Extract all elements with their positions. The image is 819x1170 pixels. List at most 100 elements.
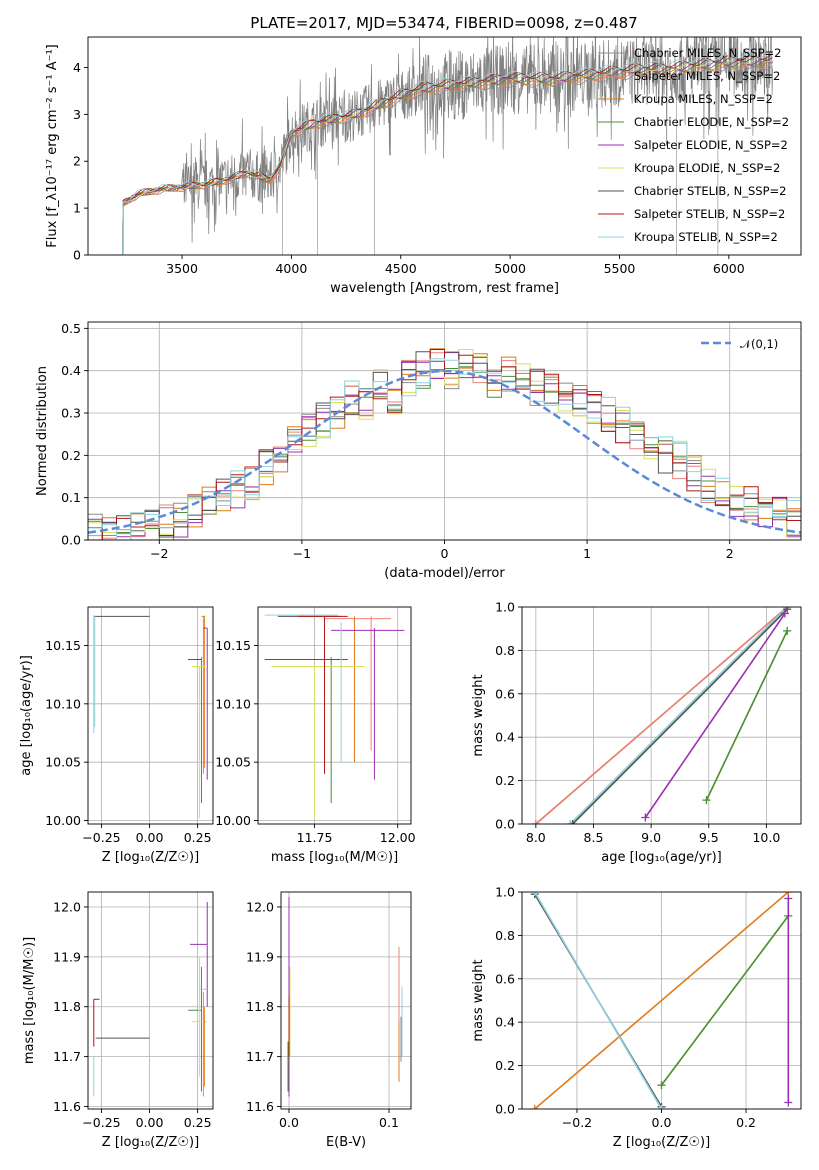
weight_vs_age-y-tick-label: 0.4 <box>495 730 515 745</box>
spectrum-y-tick-label: 3 <box>73 107 81 122</box>
gauss-legend-label: 𝒩(0,1) <box>740 337 778 351</box>
weight_vs_age-series-line <box>705 630 788 801</box>
age_vs_mass-area <box>258 607 411 824</box>
age_vs_Z-y-tick-label: 10.15 <box>45 638 81 653</box>
mass_vs_EBV-plot <box>277 891 412 1113</box>
age_vs_Z-y-axis-label: age [log₁₀(age/yr)] <box>19 655 34 776</box>
legend-entry: Salpeter ELODIE, N_SSP=2 <box>634 138 788 152</box>
weight_vs_Z-y-tick-label: 0.8 <box>495 928 515 943</box>
weight_vs_age-point-marker <box>566 820 575 824</box>
residuals-y-tick-label: 0.5 <box>61 321 81 336</box>
weight_vs_Z-y-tick-label: 0.6 <box>495 971 515 986</box>
weight_vs_Z-series-line <box>534 892 789 1109</box>
mass_vs_Z-y-tick-label: 11.9 <box>53 949 81 964</box>
weight_vs_age-x-tick-label: 10.0 <box>752 830 780 845</box>
weight_vs_age-plot <box>518 606 802 828</box>
mass_vs_Z-frame <box>87 891 214 1110</box>
weight_vs_age-point-marker <box>702 796 711 805</box>
mass_vs_EBV-y-tick-label: 11.8 <box>246 999 274 1014</box>
weight_vs_Z-point-marker <box>784 1098 793 1107</box>
weight_vs_Z-y-tick-label: 0.2 <box>495 1058 515 1073</box>
legend-entry: Kroupa MILES, N_SSP=2 <box>634 92 773 106</box>
weight_vs_Z-x-tick-label: −0.2 <box>562 1115 592 1130</box>
gaussian-curve <box>88 369 801 534</box>
mass_vs_EBV-x-tick-label: 0.1 <box>379 1115 399 1130</box>
age_vs_mass-frame <box>257 606 412 825</box>
legend-entry: Chabrier MILES, N_SSP=2 <box>634 46 781 60</box>
weight_vs_Z-plot <box>518 891 802 1113</box>
age_vs_Z-y-tick-label: 10.10 <box>45 696 81 711</box>
mass_vs_Z-y-tick-label: 11.7 <box>53 1049 81 1064</box>
residuals-x-axis-label: (data-model)/error <box>384 566 505 581</box>
age_vs_Z-x-tick-label: 0.25 <box>184 830 212 845</box>
mass_vs_Z-x-tick-label: 0.25 <box>184 1115 212 1130</box>
weight_vs_age-area <box>522 607 801 824</box>
spectrum-y-tick-label: 0 <box>73 248 81 263</box>
spectrum-plot <box>84 36 802 259</box>
spectrum-x-tick-label: 6000 <box>713 261 745 276</box>
weight_vs_Z-point-marker <box>657 1105 666 1109</box>
figure-title: PLATE=2017, MJD=53474, FIBERID=0098, z=0… <box>250 14 637 32</box>
weight_vs_age-point-marker <box>568 820 577 824</box>
residuals-area <box>88 322 801 540</box>
mass_vs_Z-x-tick-label: −0.25 <box>82 1115 120 1130</box>
mass_vs_EBV-y-tick-label: 12.0 <box>246 899 274 914</box>
age_vs_mass-x-tick-label: 11.75 <box>297 830 333 845</box>
residuals-plot <box>84 321 802 544</box>
spectrum-model-line <box>112 58 773 255</box>
mass_vs_Z-plot <box>84 891 214 1113</box>
mass_vs_Z-area <box>88 892 213 1109</box>
spectrum-model-line <box>112 53 773 255</box>
age_vs_Z-frame <box>87 606 214 825</box>
weight_vs_age-y-tick-label: 0.8 <box>495 643 515 658</box>
legend-entry: Salpeter MILES, N_SSP=2 <box>634 69 780 83</box>
residuals-frame <box>87 321 802 541</box>
spectrum-x-tick-label: 5000 <box>494 261 526 276</box>
residuals-y-tick-label: 0.1 <box>61 490 81 505</box>
residuals-x-tick-label: 0 <box>441 546 449 561</box>
mass_vs_Z-y-tick-label: 11.8 <box>53 999 81 1014</box>
weight_vs_Z-frame <box>521 891 802 1110</box>
residuals-y-axis-label: Normed distribution <box>35 366 50 496</box>
spectrum-data-line <box>122 37 773 255</box>
mass_vs_Z-y-axis-label: mass [log₁₀(M/M☉)] <box>22 937 37 1064</box>
residuals-x-tick-label: −2 <box>150 546 168 561</box>
age_vs_mass-y-tick-label: 10.15 <box>215 638 251 653</box>
weight_vs_Z-x-tick-label: 0.0 <box>652 1115 672 1130</box>
spectrum-y-tick-label: 2 <box>73 154 81 169</box>
weight_vs_Z-y-axis-label: mass weight <box>471 959 486 1041</box>
mass_vs_EBV-y-tick-label: 11.6 <box>246 1099 274 1114</box>
mass_vs_Z-y-tick-label: 11.6 <box>53 1099 81 1114</box>
age_vs_Z-x-axis-label: Z [log₁₀(Z/Z☉)] <box>102 850 199 865</box>
age_vs_mass-y-tick-label: 10.00 <box>215 813 251 828</box>
weight_vs_Z-point-marker <box>530 892 539 896</box>
weight_vs_Z-point-marker <box>784 894 793 903</box>
mass_vs_Z-y-tick-label: 12.0 <box>53 899 81 914</box>
spectrum-x-tick-label: 4000 <box>275 261 307 276</box>
age_vs_Z-x-tick-label: −0.25 <box>82 830 120 845</box>
weight_vs_age-frame <box>521 606 802 825</box>
spectrum-x-axis-label: wavelength [Angstrom, rest frame] <box>330 281 559 296</box>
age_vs_mass-x-axis-label: mass [log₁₀(M/M☉)] <box>271 850 398 865</box>
spectrum-y-axis-label: Flux [f_λ10⁻¹⁷ erg cm⁻² s⁻¹ A⁻¹] <box>45 44 60 248</box>
age_vs_mass-plot <box>254 606 412 828</box>
age_vs_Z-x-tick-label: 0.00 <box>136 830 164 845</box>
mass_vs_EBV-area <box>281 892 411 1109</box>
weight_vs_age-x-tick-label: 9.0 <box>641 830 661 845</box>
residuals-y-tick-label: 0.0 <box>61 533 81 548</box>
residuals-y-tick-label: 0.4 <box>61 363 81 378</box>
spectrum-y-tick-label: 4 <box>73 60 81 75</box>
weight_vs_age-point-marker <box>531 820 540 824</box>
residuals-x-tick-label: 1 <box>583 546 591 561</box>
spectrum-model-line <box>112 65 773 255</box>
weight_vs_age-y-tick-label: 1.0 <box>495 600 515 615</box>
legend-entry: Chabrier STELIB, N_SSP=2 <box>634 184 786 198</box>
weight_vs_Z-point-marker <box>530 1105 539 1109</box>
weight_vs_age-x-tick-label: 9.5 <box>699 830 719 845</box>
weight_vs_age-point-marker <box>780 609 789 618</box>
weight_vs_age-point-marker <box>641 813 650 822</box>
weight_vs_age-y-tick-label: 0.6 <box>495 686 515 701</box>
spectrum-x-tick-label: 5500 <box>604 261 636 276</box>
spectrum-model-line <box>112 51 773 255</box>
spectrum-x-tick-label: 4500 <box>385 261 417 276</box>
